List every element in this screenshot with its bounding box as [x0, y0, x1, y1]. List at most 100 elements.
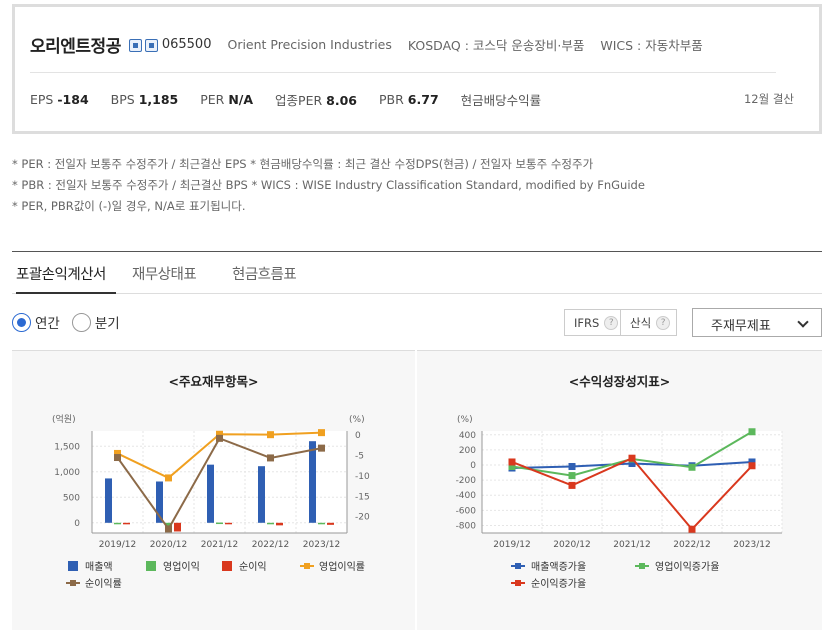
footnote-line: * PER : 전일자 보통주 수정주가 / 최근결산 EPS * 현금배당수익…: [12, 157, 594, 171]
radio-quarter[interactable]: [71, 312, 91, 332]
growth-chart: 400 200 0 -200 -400 -600 -800 (%) 2019/12 2020/12…: [456, 415, 783, 590]
bar-영업이익: [318, 522, 325, 525]
chart-title: <주요재무항목>: [168, 374, 259, 389]
point-순이익률: [165, 525, 172, 533]
financials-chart: 0 500 1,000 1,500 0 -5 -10 -15 -20 (억원) (%) 2019/12…: [52, 413, 370, 590]
y2-tick-label: -5: [355, 451, 364, 461]
point-영업이익률: [165, 474, 172, 482]
point-영업이익증가율: [508, 463, 516, 471]
point-순이익률: [216, 434, 223, 442]
point-순이익증가율: [628, 454, 636, 462]
radio-annual[interactable]: [12, 312, 31, 332]
point-매출액증가율: [568, 463, 576, 471]
legend-label: 순이익증가율: [531, 578, 586, 590]
legend-label: 영업이익증가율: [655, 560, 719, 573]
legend-label: 영업이익률: [319, 560, 365, 573]
formula-button[interactable]: 산식 ?: [620, 309, 678, 336]
y-tick-label: 0: [470, 461, 476, 471]
statement-tab-bar: 포괄손익계산서 재무상태표 현금흐름표: [12, 251, 822, 294]
bar-영업이익: [267, 522, 274, 525]
point-순이익증가율: [508, 458, 516, 466]
market-classification: KOSDAQ : 코스닥 운송장비·부품: [407, 38, 585, 53]
help-icon[interactable]: ?: [656, 315, 671, 330]
tab-cash-flow[interactable]: 현금흐름표: [232, 267, 297, 283]
bar-매출액: [309, 441, 316, 523]
chevron-down-icon: [797, 316, 809, 328]
y-tick-label: 1,000: [54, 468, 80, 478]
point-순이익증가율: [568, 481, 576, 489]
bar-순이익: [327, 522, 334, 525]
bar-매출액: [105, 478, 112, 523]
statement-type-select[interactable]: 주재무제표: [692, 308, 822, 337]
point-영업이익률: [318, 429, 325, 437]
y-tick-label: 0: [74, 519, 80, 529]
statement-type-value: 주재무제표: [711, 319, 771, 334]
y2-tick-label: -10: [355, 472, 370, 482]
point-순이익률: [114, 454, 121, 462]
footnote-line: * PER, PBR값이 (-)일 경우, N/A로 표기됩니다.: [12, 199, 246, 213]
metric-dividend-yield: 현금배당수익률: [460, 93, 542, 108]
y2-tick-label: -20: [355, 513, 370, 523]
x-tick-label: 2022/12: [252, 540, 289, 550]
point-영업이익률: [267, 431, 274, 439]
legend-label: 매출액: [85, 561, 113, 573]
radio-quarter-label[interactable]: 분기: [94, 316, 120, 332]
bar-영업이익: [216, 522, 223, 525]
metric-pbr: PBR 6.77: [379, 92, 439, 107]
x-tick-label: 2022/12: [673, 540, 710, 550]
legend-label: 순이익률: [85, 578, 122, 590]
home-icon[interactable]: [128, 39, 142, 52]
ifrs-label: IFRS: [574, 315, 600, 330]
company-name: 오리엔트정공: [30, 37, 121, 57]
y2-axis-unit: (%): [349, 415, 365, 425]
x-tick-label: 2021/12: [201, 540, 238, 550]
bar-매출액: [258, 466, 265, 523]
legend-label: 매출액증가율: [531, 561, 586, 573]
bar-매출액: [207, 464, 214, 523]
y2-tick-label: -15: [355, 492, 370, 502]
x-tick-label: 2021/12: [613, 540, 650, 550]
tab-income-statement[interactable]: 포괄손익계산서: [16, 267, 106, 283]
y-tick-label: 1,500: [54, 442, 80, 452]
y-tick-label: -400: [456, 491, 477, 501]
english-name: Orient Precision Industries: [227, 37, 392, 52]
y-tick-label: 200: [459, 446, 476, 456]
x-tick-label: 2019/12: [99, 540, 136, 550]
x-tick-label: 2020/12: [553, 540, 590, 550]
point-순이익률: [318, 444, 325, 452]
x-tick-label: 2020/12: [150, 540, 187, 550]
company-summary-box: [12, 4, 822, 134]
tab-balance-sheet[interactable]: 재무상태표: [132, 267, 197, 283]
legend-swatch: [70, 580, 76, 586]
legend-swatch: [146, 561, 156, 571]
ifrs-button[interactable]: IFRS ?: [564, 309, 626, 336]
legend-swatch: [68, 561, 78, 571]
point-영업이익증가율: [748, 428, 756, 436]
y-tick-label: -600: [456, 506, 477, 516]
x-tick-label: 2019/12: [493, 540, 530, 550]
chart-title: <수익성장성지표>: [568, 374, 671, 389]
bar-순이익: [123, 522, 130, 525]
help-icon[interactable]: ?: [604, 315, 619, 330]
y2-tick-label: 0: [355, 431, 361, 441]
legend-swatch: [639, 563, 645, 569]
bar-매출액: [156, 481, 163, 523]
point-순이익증가율: [748, 462, 756, 470]
bar-순이익: [276, 522, 283, 526]
chart-panel-growth: <수익성장성지표> 400 200 0 -200 -400 -600 -800 (%) 2019…: [417, 350, 822, 630]
company-title-row: 오리엔트정공 065500 Orient Precision Industrie…: [30, 32, 703, 57]
metric-per: PER N/A: [200, 92, 254, 107]
y-axis-unit: (억원): [52, 413, 76, 425]
point-매출액증가율: [748, 458, 756, 466]
plot-area: [482, 431, 782, 533]
radio-annual-label[interactable]: 연간: [35, 316, 60, 332]
y-tick-label: 400: [459, 431, 476, 441]
x-tick-label: 2023/12: [733, 540, 770, 550]
legend-swatch: [222, 561, 232, 571]
summary-divider: [30, 72, 776, 73]
point-영업이익증가율: [688, 463, 696, 471]
period-radio-group: 연간 분기: [12, 312, 126, 332]
formula-label: 산식: [630, 315, 652, 330]
footnotes: * PER : 전일자 보통주 수정주가 / 최근결산 EPS * 현금배당수익…: [12, 154, 645, 217]
ir-icon[interactable]: [144, 39, 158, 52]
